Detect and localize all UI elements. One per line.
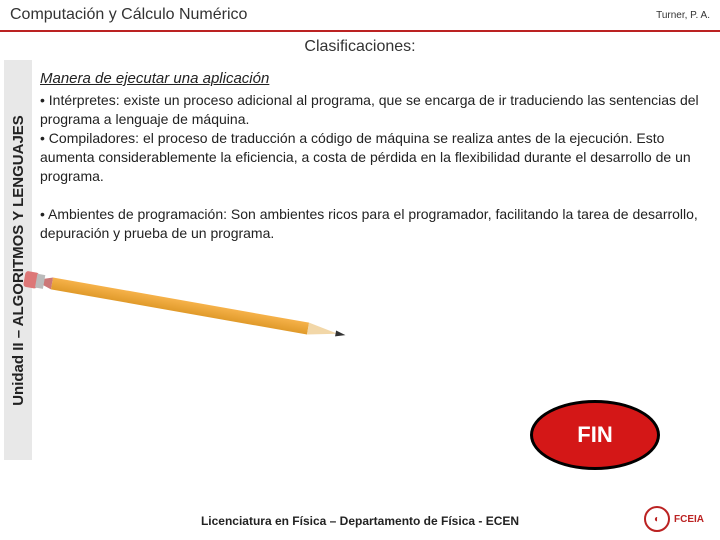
page-title: Computación y Cálculo Numérico	[10, 6, 656, 24]
fin-label: FIN	[577, 422, 612, 448]
para-ambientes: • Ambientes de programación: Son ambient…	[40, 205, 708, 243]
para-interpretes: • Intérpretes: existe un proceso adicion…	[40, 91, 708, 129]
sidebar: Unidad II – ALGORITMOS Y LENGUAJES	[4, 60, 32, 460]
sidebar-text: Unidad II – ALGORITMOS Y LENGUAJES	[10, 115, 27, 406]
content-area: Manera de ejecutar una aplicación • Inté…	[40, 70, 708, 243]
footer-text: Licenciatura en Física – Departamento de…	[0, 514, 720, 528]
page-author: Turner, P. A.	[656, 10, 710, 21]
pencil-tip-wood	[307, 323, 339, 340]
fin-badge: FIN	[530, 400, 660, 470]
top-bar: Computación y Cálculo Numérico Turner, P…	[0, 0, 720, 32]
pencil-icon	[51, 278, 309, 335]
para-compiladores: • Compiladores: el proceso de traducción…	[40, 129, 708, 186]
subtitle: Clasificaciones:	[0, 32, 720, 58]
pencil-body	[51, 278, 309, 335]
logo-circle-icon: ◐	[644, 506, 670, 532]
content-heading: Manera de ejecutar una aplicación	[40, 70, 708, 87]
fceia-logo: ◐ FCEIA	[644, 504, 714, 534]
logo-text: FCEIA	[674, 514, 704, 525]
